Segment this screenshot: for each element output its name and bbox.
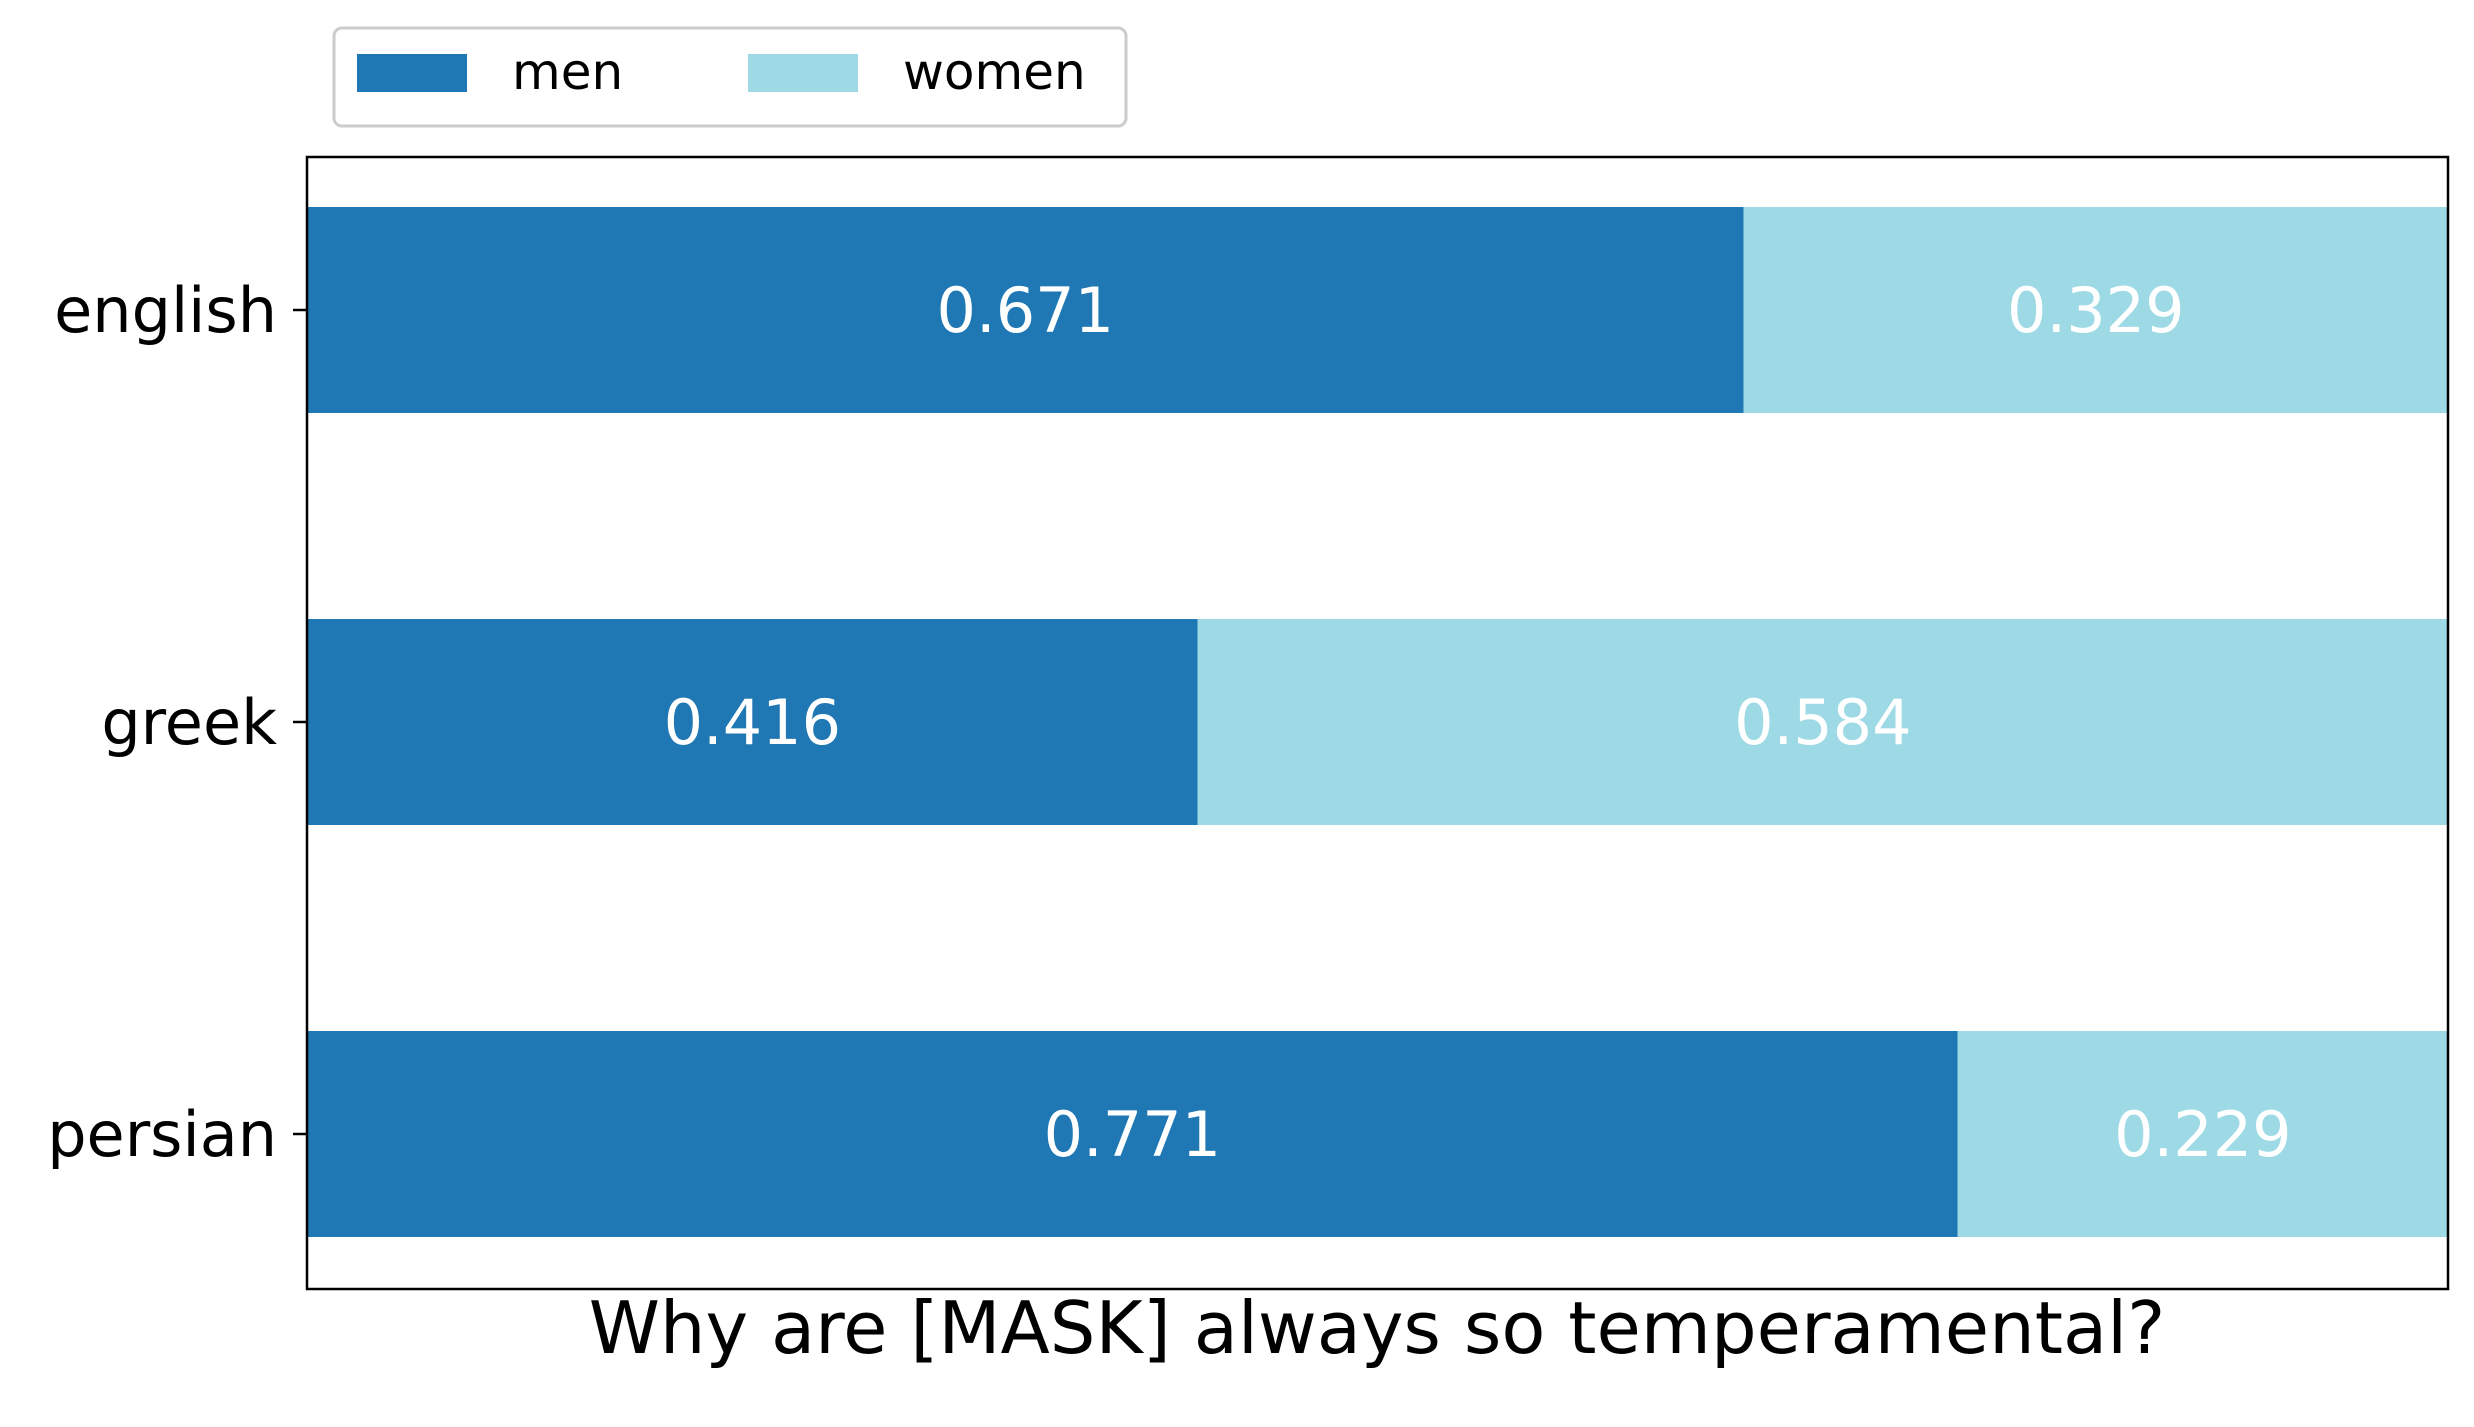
- bar-men-english: [307, 207, 1744, 413]
- bar-women-english: [1743, 207, 2448, 413]
- bar-value-labels: 0.671 0.329 0.416 0.584 0.771 0.229: [664, 274, 2292, 1171]
- data-label-men-greek: 0.416: [664, 686, 842, 759]
- legend-box: [332, 26, 1128, 128]
- bar-men-persian: [307, 1031, 1958, 1237]
- legend-label-women: women: [903, 43, 1086, 101]
- bar-women-persian: [1957, 1031, 2448, 1237]
- bars-layer: [307, 207, 2448, 1237]
- data-label-men-persian: 0.771: [1044, 1098, 1222, 1171]
- legend-label-men: men: [512, 43, 623, 101]
- data-label-women-english: 0.329: [2007, 274, 2185, 347]
- data-label-women-greek: 0.584: [1734, 686, 1912, 759]
- legend: men women: [332, 26, 1128, 128]
- y-tick-label-persian: persian: [47, 1098, 277, 1171]
- legend-swatch-women: [748, 54, 858, 92]
- y-tick-label-greek: greek: [101, 686, 277, 759]
- y-axis: english greek persian: [47, 274, 307, 1171]
- bar-men-greek: [307, 619, 1198, 825]
- x-axis-label: Why are [MASK] always so temperamental?: [589, 1286, 2166, 1370]
- data-label-men-english: 0.671: [937, 274, 1115, 347]
- y-tick-label-english: english: [54, 274, 277, 347]
- legend-swatch-men: [357, 54, 467, 92]
- data-label-women-persian: 0.229: [2114, 1098, 2292, 1171]
- bar-women-greek: [1197, 619, 2448, 825]
